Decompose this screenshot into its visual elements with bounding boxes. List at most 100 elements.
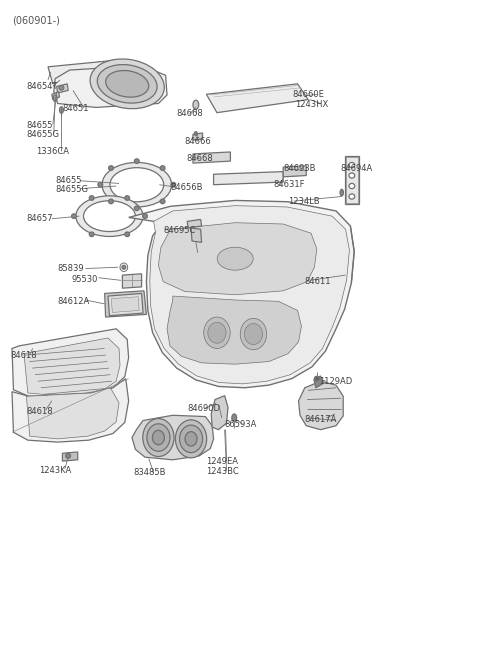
Text: 84655G: 84655G — [26, 130, 60, 139]
Polygon shape — [167, 296, 301, 364]
Ellipse shape — [349, 162, 355, 168]
Text: 84660E: 84660E — [293, 90, 324, 99]
Ellipse shape — [176, 420, 207, 458]
Ellipse shape — [314, 376, 319, 381]
Ellipse shape — [125, 232, 130, 236]
Ellipse shape — [194, 132, 197, 136]
Ellipse shape — [240, 318, 267, 350]
Text: 85839: 85839 — [58, 264, 84, 273]
Polygon shape — [346, 157, 358, 203]
Ellipse shape — [134, 159, 139, 164]
Text: 84655G: 84655G — [55, 185, 88, 194]
Polygon shape — [193, 133, 203, 140]
Text: 1243HX: 1243HX — [295, 100, 328, 109]
Polygon shape — [57, 84, 68, 93]
Polygon shape — [206, 84, 308, 113]
Text: 1243BC: 1243BC — [206, 467, 239, 476]
Polygon shape — [54, 66, 167, 107]
Text: 1234LB: 1234LB — [288, 197, 320, 206]
Text: 84631F: 84631F — [274, 180, 305, 189]
Polygon shape — [211, 396, 228, 430]
Text: 95530: 95530 — [71, 274, 97, 284]
Ellipse shape — [208, 322, 226, 343]
Text: (060901-): (060901-) — [12, 16, 60, 26]
Ellipse shape — [143, 214, 147, 219]
Text: 84617A: 84617A — [305, 415, 337, 424]
Ellipse shape — [204, 317, 230, 348]
Text: 84651: 84651 — [62, 103, 89, 113]
Ellipse shape — [349, 183, 355, 189]
Polygon shape — [191, 228, 202, 242]
Ellipse shape — [89, 196, 94, 200]
Text: 84668: 84668 — [177, 109, 204, 119]
Polygon shape — [48, 60, 120, 84]
Text: 84694A: 84694A — [341, 164, 373, 174]
Ellipse shape — [106, 71, 149, 97]
Polygon shape — [283, 166, 306, 177]
Polygon shape — [314, 376, 323, 388]
Text: 84655: 84655 — [26, 121, 53, 130]
Ellipse shape — [217, 248, 253, 270]
Text: 1129AD: 1129AD — [319, 377, 352, 386]
Text: 84666: 84666 — [185, 137, 212, 146]
Text: 84668: 84668 — [186, 154, 213, 163]
Polygon shape — [214, 172, 283, 185]
Polygon shape — [299, 381, 343, 430]
Ellipse shape — [244, 324, 263, 345]
Ellipse shape — [340, 189, 344, 196]
Text: 84618: 84618 — [26, 407, 53, 416]
Text: 84693B: 84693B — [283, 164, 316, 174]
Polygon shape — [52, 92, 60, 100]
Ellipse shape — [98, 183, 103, 187]
Text: 1249EA: 1249EA — [206, 457, 239, 466]
Ellipse shape — [143, 419, 174, 457]
Text: 84657: 84657 — [26, 214, 53, 223]
Text: 84656B: 84656B — [170, 183, 203, 192]
Polygon shape — [12, 379, 129, 442]
Ellipse shape — [84, 200, 135, 232]
Text: 84695C: 84695C — [163, 226, 195, 235]
Ellipse shape — [180, 425, 203, 453]
Text: 86593A: 86593A — [225, 420, 257, 429]
Ellipse shape — [108, 166, 113, 170]
Polygon shape — [187, 219, 202, 228]
Polygon shape — [105, 291, 146, 317]
Ellipse shape — [72, 214, 76, 219]
Ellipse shape — [90, 59, 164, 109]
Polygon shape — [129, 200, 354, 388]
Ellipse shape — [60, 107, 63, 113]
Text: 84612A: 84612A — [58, 297, 90, 306]
Polygon shape — [132, 415, 214, 460]
Ellipse shape — [349, 173, 355, 178]
Text: 83485B: 83485B — [133, 468, 166, 477]
Polygon shape — [62, 452, 78, 461]
Polygon shape — [108, 293, 143, 316]
Ellipse shape — [108, 199, 113, 204]
Polygon shape — [193, 152, 230, 163]
Ellipse shape — [160, 199, 165, 204]
Ellipse shape — [66, 453, 71, 458]
Polygon shape — [12, 329, 129, 398]
Ellipse shape — [193, 100, 199, 109]
Text: 84618: 84618 — [11, 350, 37, 360]
Text: 84654T: 84654T — [26, 82, 58, 91]
Ellipse shape — [349, 194, 355, 199]
Ellipse shape — [59, 85, 64, 90]
Ellipse shape — [171, 183, 176, 187]
Ellipse shape — [53, 95, 57, 102]
Polygon shape — [26, 388, 119, 439]
Text: 1336CA: 1336CA — [36, 147, 69, 157]
Ellipse shape — [97, 65, 157, 103]
Polygon shape — [24, 338, 120, 396]
Text: 1243KA: 1243KA — [39, 466, 72, 475]
Text: 84690D: 84690D — [187, 404, 220, 413]
Ellipse shape — [160, 166, 165, 170]
Ellipse shape — [120, 263, 128, 271]
Text: 84655: 84655 — [55, 176, 82, 185]
Ellipse shape — [232, 414, 237, 422]
Ellipse shape — [76, 196, 143, 236]
Ellipse shape — [147, 424, 170, 451]
Ellipse shape — [185, 432, 197, 446]
Ellipse shape — [122, 265, 126, 269]
Polygon shape — [158, 223, 317, 295]
